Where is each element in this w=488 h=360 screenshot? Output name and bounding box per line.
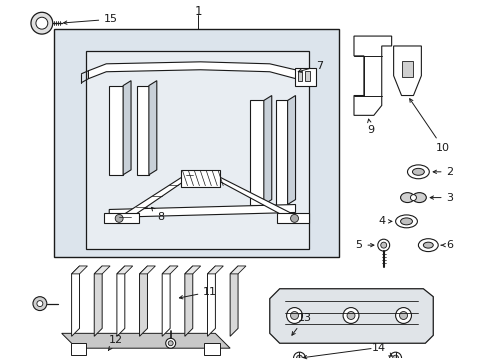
Polygon shape — [204, 343, 220, 355]
Polygon shape — [123, 81, 131, 175]
Circle shape — [33, 297, 47, 311]
Text: 1: 1 — [194, 5, 202, 18]
Polygon shape — [71, 266, 80, 336]
Text: 7: 7 — [298, 61, 322, 72]
Polygon shape — [264, 95, 271, 204]
Polygon shape — [61, 333, 230, 348]
Polygon shape — [230, 266, 245, 274]
Text: 4: 4 — [377, 216, 391, 226]
Text: 15: 15 — [63, 14, 118, 24]
Polygon shape — [137, 86, 148, 175]
Text: 5: 5 — [355, 240, 373, 250]
Polygon shape — [109, 204, 295, 217]
Polygon shape — [139, 266, 155, 274]
Polygon shape — [104, 213, 139, 223]
Polygon shape — [109, 86, 123, 175]
Circle shape — [392, 355, 398, 360]
Text: 9: 9 — [366, 119, 374, 135]
Circle shape — [168, 341, 173, 346]
Circle shape — [377, 239, 389, 251]
Polygon shape — [71, 266, 87, 274]
Ellipse shape — [411, 168, 424, 175]
Bar — [54, 29, 339, 257]
Circle shape — [290, 311, 298, 319]
Circle shape — [343, 307, 358, 323]
Ellipse shape — [423, 242, 432, 248]
Circle shape — [36, 17, 48, 29]
Polygon shape — [70, 343, 86, 355]
Polygon shape — [207, 266, 223, 274]
Ellipse shape — [400, 193, 414, 203]
Polygon shape — [249, 100, 264, 204]
Polygon shape — [94, 266, 110, 274]
Circle shape — [165, 338, 175, 348]
Polygon shape — [184, 266, 200, 274]
Polygon shape — [86, 51, 309, 249]
Polygon shape — [117, 266, 132, 274]
Text: 12: 12 — [108, 335, 123, 350]
Polygon shape — [287, 95, 295, 204]
Circle shape — [37, 301, 43, 307]
Polygon shape — [148, 81, 157, 175]
Polygon shape — [230, 266, 238, 336]
Circle shape — [409, 195, 416, 201]
Polygon shape — [119, 175, 193, 217]
Text: 6: 6 — [440, 240, 453, 250]
Bar — [305, 71, 310, 81]
Polygon shape — [276, 213, 309, 223]
Polygon shape — [275, 100, 287, 204]
Circle shape — [389, 352, 401, 360]
Text: 8: 8 — [151, 207, 164, 222]
Ellipse shape — [395, 215, 417, 228]
Polygon shape — [207, 266, 215, 336]
Text: 11: 11 — [179, 287, 217, 299]
Polygon shape — [180, 170, 220, 187]
Polygon shape — [139, 266, 147, 336]
Bar — [297, 71, 302, 81]
Ellipse shape — [411, 193, 426, 203]
Polygon shape — [117, 266, 124, 336]
Polygon shape — [269, 289, 432, 343]
Text: 10: 10 — [409, 99, 449, 153]
Circle shape — [31, 12, 53, 34]
Ellipse shape — [407, 165, 428, 179]
Circle shape — [399, 311, 407, 319]
Bar — [401, 61, 412, 77]
Text: 14: 14 — [371, 343, 391, 356]
Circle shape — [296, 355, 302, 360]
Polygon shape — [393, 46, 421, 95]
Polygon shape — [353, 36, 391, 115]
Polygon shape — [162, 266, 178, 274]
Circle shape — [380, 242, 386, 248]
Circle shape — [290, 215, 298, 222]
Circle shape — [115, 215, 123, 222]
Ellipse shape — [400, 218, 411, 225]
Circle shape — [286, 307, 302, 323]
Bar — [294, 68, 316, 86]
Polygon shape — [184, 266, 192, 336]
Circle shape — [346, 311, 354, 319]
Ellipse shape — [418, 239, 437, 252]
Circle shape — [395, 307, 410, 323]
Polygon shape — [88, 62, 299, 80]
Polygon shape — [94, 266, 102, 336]
Polygon shape — [162, 266, 170, 336]
Text: 3: 3 — [429, 193, 453, 203]
Circle shape — [293, 352, 305, 360]
Text: 13: 13 — [291, 314, 311, 335]
Polygon shape — [207, 175, 299, 217]
Text: 2: 2 — [432, 167, 453, 177]
